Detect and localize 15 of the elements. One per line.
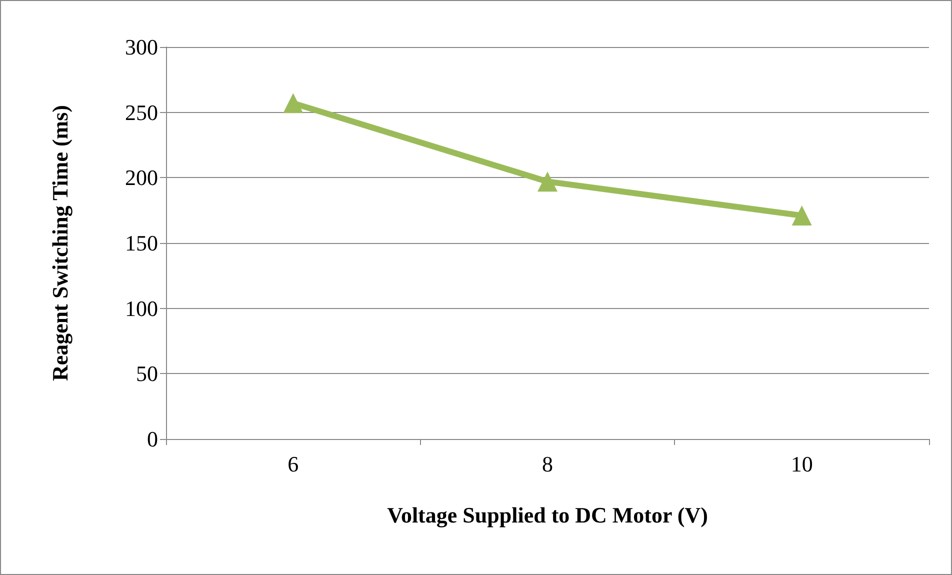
y-tick-label: 100: [125, 296, 158, 321]
x-axis-title: Voltage Supplied to DC Motor (V): [387, 502, 708, 528]
y-tick-label: 250: [125, 100, 158, 125]
y-tick-label: 150: [125, 230, 158, 256]
y-tick-label: 200: [125, 165, 158, 190]
y-axis-title: Reagent Switching Time (ms): [48, 104, 72, 382]
x-tick-label: 8: [542, 452, 553, 476]
y-tick-label: 0: [147, 426, 158, 452]
point: [792, 206, 812, 226]
y-tick-label: 50: [136, 361, 158, 386]
x-tick-label: 10: [790, 452, 813, 476]
x-tick-label: 6: [288, 452, 299, 476]
point: [538, 172, 558, 192]
point: [283, 93, 304, 114]
y-tick-label: 300: [125, 34, 158, 60]
